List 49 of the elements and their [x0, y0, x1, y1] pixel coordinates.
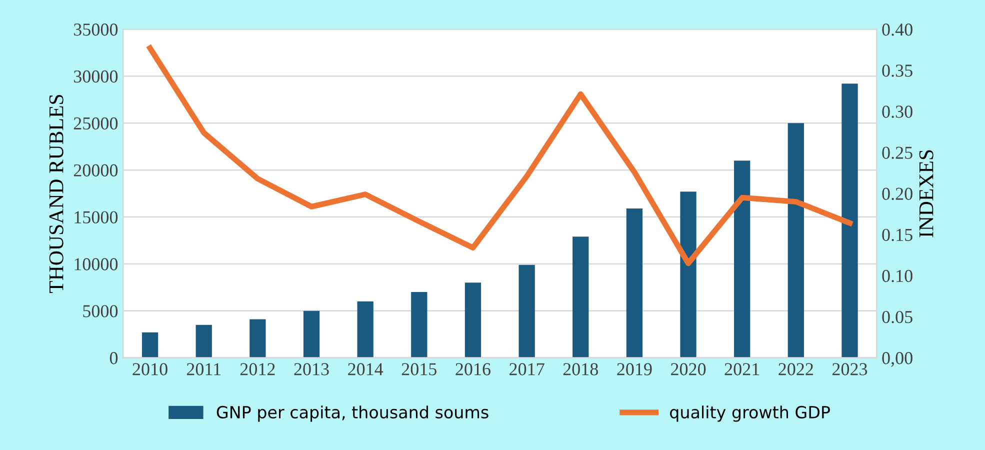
bar: [842, 84, 858, 358]
bar: [788, 123, 804, 358]
y-tick-label: 25000: [74, 117, 118, 130]
bar: [734, 160, 750, 358]
y2-tick-label: 0.20: [882, 188, 912, 200]
y-tick-label: 0: [110, 352, 118, 364]
x-tick-label: 2019: [617, 363, 652, 376]
x-tick-label: 2022: [778, 363, 813, 376]
y-tick-label: 5000: [83, 305, 118, 318]
legend-label: quality growth GDP: [670, 406, 830, 422]
bar: [303, 310, 320, 358]
x-tick-label: 2023: [832, 363, 868, 376]
x-tick-label: 2021: [724, 363, 760, 376]
bar: [411, 292, 428, 358]
x-tick-label: 2018: [563, 363, 598, 376]
y2-tick-label: 0.25: [882, 146, 912, 159]
x-tick-label: 2012: [240, 363, 275, 376]
x-tick-label: 2014: [348, 363, 384, 376]
y-axis-title: THOUSAND RUBLES: [49, 94, 64, 293]
bar: [196, 324, 212, 358]
y2-tick-label: 0.15: [882, 228, 912, 242]
x-tick-label: 2011: [186, 363, 220, 376]
legend-label: GNP per capita, thousand soums: [216, 406, 488, 422]
x-tick-label: 2020: [671, 363, 706, 376]
x-tick-label: 2013: [294, 363, 329, 376]
y2-axis-title: INDEXES: [919, 150, 934, 238]
y-tick-label: 20000: [74, 164, 118, 176]
x-tick-label: 2015: [402, 363, 437, 376]
x-tick-label: 2010: [132, 363, 168, 376]
y2-tick-label: 0,00: [882, 352, 912, 367]
bar: [250, 319, 266, 358]
bar: [680, 192, 696, 358]
y2-tick-label: 0.05: [882, 310, 912, 324]
y-tick-label: 10000: [74, 258, 118, 270]
bar: [142, 332, 158, 358]
bar: [464, 282, 482, 358]
y-tick-label: 30000: [74, 70, 118, 83]
y-tick-label: 35000: [74, 24, 118, 36]
y2-tick-label: 0.30: [882, 106, 912, 118]
bar: [572, 236, 589, 358]
x-tick-label: 2017: [510, 363, 544, 376]
bar: [357, 301, 374, 358]
bar: [626, 208, 643, 358]
y-tick-label: 15000: [74, 211, 118, 224]
y2-tick-label: 0.35: [882, 64, 912, 77]
y2-tick-label: 0.40: [882, 24, 912, 36]
y2-tick-label: 0.10: [882, 270, 912, 282]
x-tick-label: 2016: [456, 363, 490, 376]
bar: [518, 264, 535, 358]
